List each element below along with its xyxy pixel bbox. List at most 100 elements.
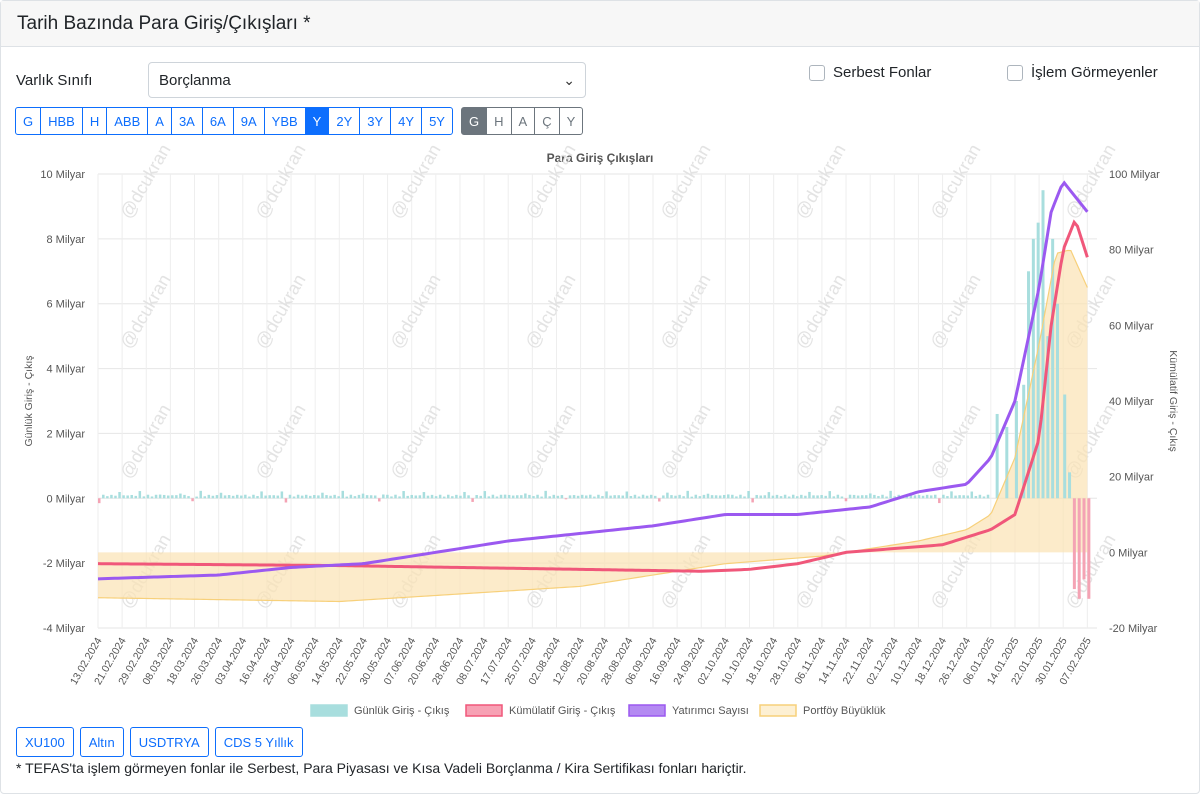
y-tick-right: -20 Milyar bbox=[1109, 623, 1158, 635]
period-button-4y[interactable]: 4Y bbox=[390, 107, 423, 135]
period-button-h[interactable]: H bbox=[81, 107, 108, 135]
daily-bar bbox=[548, 496, 551, 499]
y-tick-left: 6 Milyar bbox=[46, 299, 85, 311]
y-tick-right: 60 Milyar bbox=[1109, 320, 1154, 332]
watermark: @dcukran bbox=[926, 401, 984, 482]
period-button-y[interactable]: Y bbox=[304, 107, 330, 135]
daily-bar bbox=[885, 496, 888, 499]
y-tick-left: 2 Milyar bbox=[46, 428, 85, 440]
daily-bar bbox=[865, 495, 868, 499]
y-tick-left: 8 Milyar bbox=[46, 234, 85, 246]
period-button-3a[interactable]: 3A bbox=[170, 107, 203, 135]
watermark: @dcukran bbox=[656, 271, 714, 352]
daily-bar bbox=[158, 494, 162, 499]
daily-bar bbox=[653, 495, 657, 499]
checkbox-icon[interactable] bbox=[809, 64, 825, 81]
legend-swatch bbox=[628, 704, 666, 717]
daily-bar bbox=[118, 492, 121, 499]
daily-bar bbox=[873, 494, 876, 499]
granularity-button-ç[interactable]: Ç bbox=[534, 107, 560, 135]
period-button-abb[interactable]: ABB bbox=[106, 107, 149, 135]
daily-bar bbox=[921, 495, 925, 499]
daily-bar bbox=[398, 496, 401, 499]
daily-bar bbox=[430, 494, 434, 499]
daily-bar bbox=[597, 494, 600, 499]
period-button-5y[interactable]: 5Y bbox=[421, 107, 453, 135]
compare-button-cds-5-yıllık[interactable]: CDS 5 Yıllık bbox=[214, 727, 303, 757]
daily-bar bbox=[199, 490, 202, 499]
daily-bar bbox=[325, 495, 328, 499]
daily-bar bbox=[1055, 303, 1059, 499]
footnote: * TEFAS'ta işlem görmeyen fonlar ile Ser… bbox=[16, 760, 747, 776]
daily-bar bbox=[747, 491, 750, 499]
daily-bar bbox=[702, 494, 706, 499]
serbest-checkbox[interactable]: Serbest Fonlar bbox=[809, 64, 931, 81]
daily-bar bbox=[418, 495, 422, 499]
daily-bar bbox=[317, 495, 320, 499]
asset-class-select[interactable]: Borçlanma ⌄ bbox=[148, 62, 586, 98]
daily-bar bbox=[244, 494, 247, 499]
daily-bar bbox=[954, 495, 957, 499]
daily-bar bbox=[528, 494, 531, 499]
daily-bar bbox=[219, 492, 223, 499]
watermark: @dcukran bbox=[791, 531, 849, 612]
y-tick-right: 0 Milyar bbox=[1109, 547, 1148, 559]
y-tick-right: 40 Milyar bbox=[1109, 396, 1154, 408]
period-button-3y[interactable]: 3Y bbox=[359, 107, 392, 135]
daily-bar bbox=[645, 495, 649, 499]
daily-bar bbox=[187, 496, 190, 499]
daily-bar bbox=[974, 495, 978, 499]
period-button-a[interactable]: A bbox=[147, 107, 172, 135]
period-button-g[interactable]: G bbox=[15, 107, 42, 135]
daily-bar bbox=[1087, 498, 1091, 599]
daily-bar bbox=[686, 490, 689, 499]
daily-bar bbox=[511, 495, 515, 499]
granularity-button-g[interactable]: G bbox=[461, 107, 488, 135]
daily-bar bbox=[666, 492, 669, 499]
daily-bar bbox=[540, 496, 543, 499]
period-button-hbb[interactable]: HBB bbox=[40, 107, 83, 135]
daily-bar bbox=[925, 494, 929, 499]
daily-bar bbox=[978, 494, 982, 499]
daily-bar bbox=[966, 495, 969, 499]
period-button-ybb[interactable]: YBB bbox=[263, 107, 306, 135]
daily-bar bbox=[1022, 384, 1026, 499]
daily-bar bbox=[958, 495, 961, 499]
y-tick-right: 100 Milyar bbox=[1109, 169, 1160, 181]
daily-bar bbox=[727, 494, 730, 499]
daily-bar bbox=[982, 496, 986, 499]
granularity-button-y[interactable]: Y bbox=[558, 107, 584, 135]
legend-label: Portföy Büyüklük bbox=[803, 705, 886, 717]
daily-bar bbox=[191, 498, 194, 502]
daily-bar bbox=[860, 495, 864, 499]
granularity-button-a[interactable]: A bbox=[510, 107, 536, 135]
y-tick-right: 20 Milyar bbox=[1109, 472, 1154, 484]
daily-bar bbox=[718, 495, 722, 499]
period-button-2y[interactable]: 2Y bbox=[328, 107, 361, 135]
asset-class-label: Varlık Sınıfı bbox=[16, 72, 93, 89]
daily-bar bbox=[662, 495, 665, 499]
islem-checkbox[interactable]: İşlem Görmeyenler bbox=[1007, 64, 1158, 81]
compare-button-xu100[interactable]: XU100 bbox=[16, 727, 74, 757]
granularity-button-h[interactable]: H bbox=[486, 107, 512, 135]
y-tick-left: 4 Milyar bbox=[46, 364, 85, 376]
page-title: Tarih Bazında Para Giriş/Çıkışları * bbox=[1, 1, 1199, 47]
period-button-9a[interactable]: 9A bbox=[232, 107, 265, 135]
portfolio-line bbox=[97, 249, 1088, 603]
daily-bar bbox=[357, 494, 361, 499]
daily-bar bbox=[751, 498, 754, 503]
daily-bar bbox=[735, 496, 738, 499]
compare-button-usdtrya[interactable]: USDTRYA bbox=[129, 727, 209, 757]
daily-bar bbox=[524, 493, 527, 499]
daily-bar bbox=[893, 496, 896, 499]
daily-bar bbox=[211, 495, 215, 499]
daily-bar bbox=[467, 495, 470, 499]
period-button-6a[interactable]: 6A bbox=[201, 107, 234, 135]
compare-button-altın[interactable]: Altın bbox=[79, 727, 124, 757]
daily-bar bbox=[349, 494, 353, 499]
daily-bar bbox=[321, 492, 324, 499]
daily-bar bbox=[572, 495, 576, 499]
checkbox-icon[interactable] bbox=[1007, 64, 1023, 81]
daily-bar bbox=[373, 495, 377, 499]
